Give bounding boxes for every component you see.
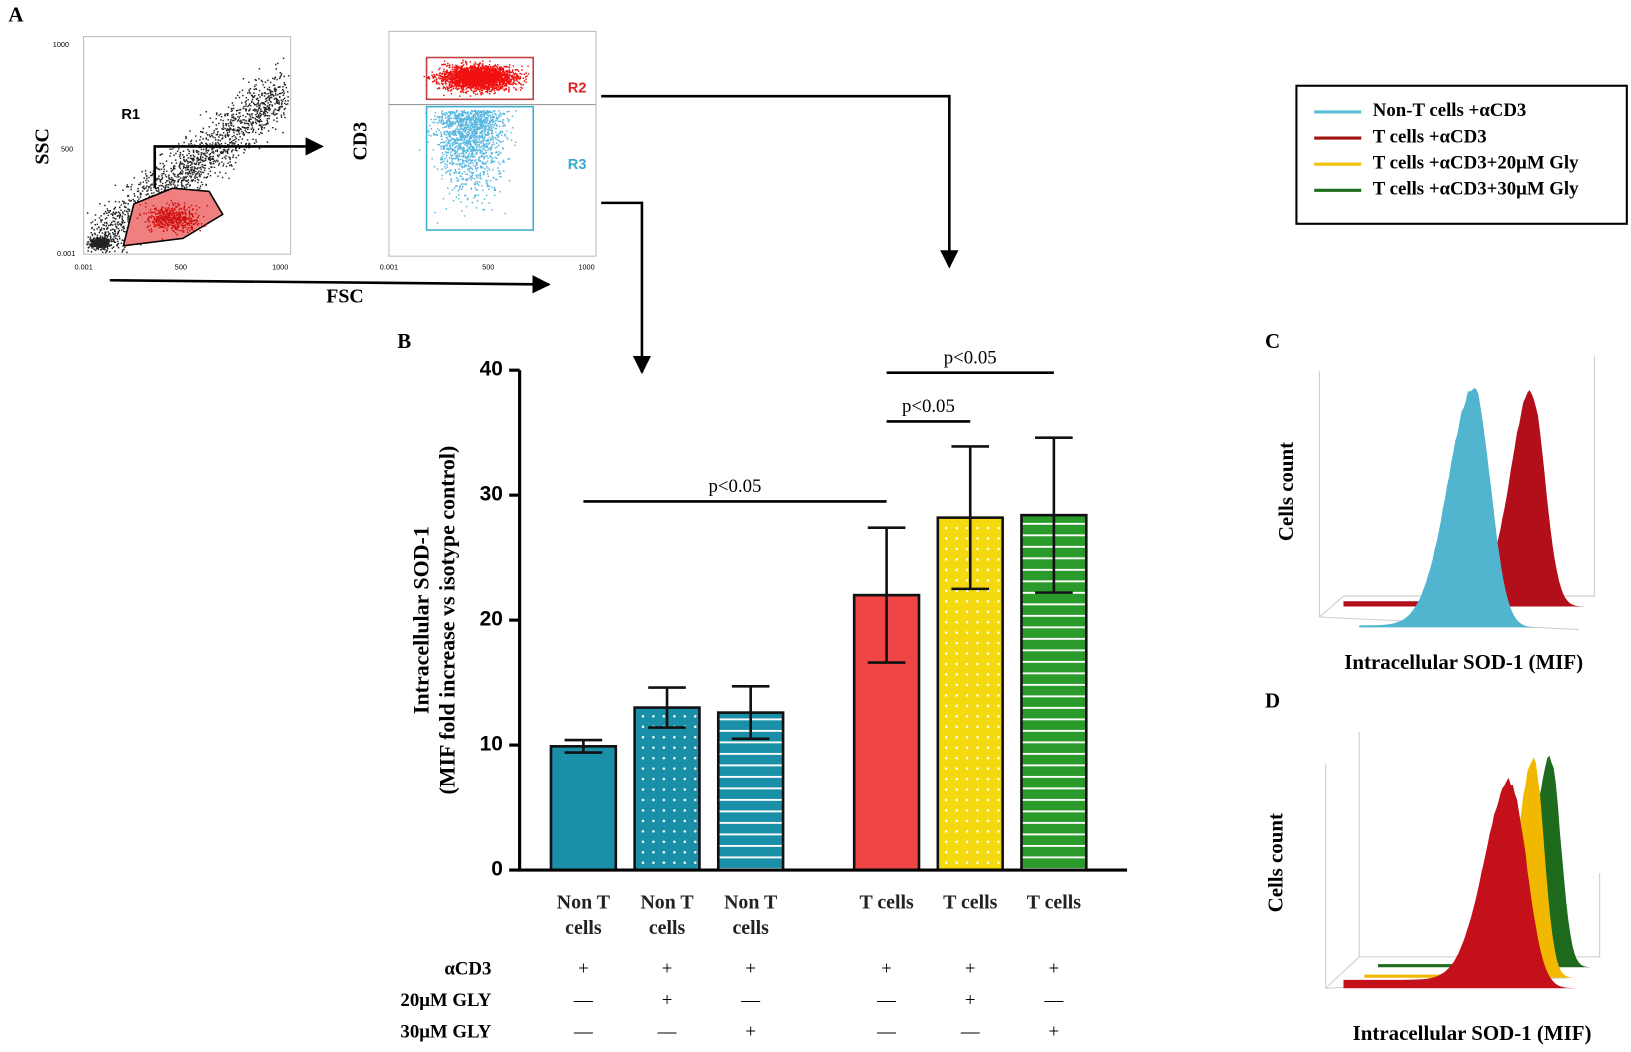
flow-panels: [83, 30, 597, 257]
row-label: 20μM GLY: [400, 990, 491, 1011]
gate-label: R2: [568, 81, 587, 97]
panel-label: D: [1265, 689, 1280, 713]
axis-label: Cells count: [1263, 813, 1287, 912]
row-label: αCD3: [444, 959, 491, 980]
scatter-frame: [388, 30, 597, 257]
tick-label: 0.001: [75, 263, 93, 272]
y-tick-label: 0: [491, 858, 503, 881]
row-mark: +: [745, 959, 756, 980]
bar: [633, 706, 701, 872]
axis-label: Intracellular SOD-1 (MIF): [1344, 650, 1583, 674]
gate: [425, 56, 534, 101]
arrow: [109, 275, 551, 294]
tick-label: 1000: [53, 40, 69, 49]
gate-label: R1: [121, 107, 140, 123]
histograms: [1318, 355, 1601, 989]
scatter-dots: [136, 199, 208, 240]
legend-box: [1295, 84, 1628, 225]
error-bar: [731, 685, 770, 741]
row-mark: —: [960, 1021, 980, 1042]
arrow: [153, 137, 324, 189]
x-tick-label-box: Non T cells: [640, 892, 694, 940]
legend-label: T cells +αCD3+30μM Gly: [1373, 179, 1579, 200]
axis-label: SSC: [31, 128, 53, 164]
legend-label: T cells +αCD3: [1373, 126, 1487, 147]
y-tick-label: 40: [480, 358, 503, 381]
row-mark: +: [662, 990, 673, 1011]
x-tick-label: Non T cells: [724, 892, 778, 940]
legend: Non-T cells +αCD3 T cells +αCD3 T cells +α…: [1314, 100, 1579, 200]
legend-label: Non-T cells +αCD3: [1373, 100, 1527, 121]
tick-label: 0.001: [380, 263, 398, 272]
arrows: [109, 94, 959, 375]
error-bar: [648, 686, 686, 729]
row-mark: +: [881, 959, 892, 980]
row-mark: +: [965, 990, 976, 1011]
row-label: 30μM GLY: [400, 1021, 491, 1042]
y-tick-label: 30: [480, 483, 503, 506]
scatter-dots: [418, 109, 518, 224]
tick-label: 1000: [578, 263, 594, 272]
axis-label: CD3: [349, 122, 371, 161]
significance-label: p<0.05: [944, 347, 997, 368]
bar: [549, 745, 618, 872]
x-tick-label-box: T cells: [1026, 892, 1082, 914]
panel-label: B: [397, 329, 411, 353]
axes: [518, 370, 1128, 872]
error-bar: [564, 738, 603, 754]
histogram: [1343, 389, 1589, 607]
y-axis-title: Intracellular SOD-1: [408, 526, 433, 714]
x-tick-label: Non T cells: [556, 892, 610, 940]
scatter-dots: [423, 59, 530, 97]
histogram: [1343, 777, 1580, 989]
row-mark: +: [745, 1021, 756, 1042]
y-tick-label: 10: [480, 733, 503, 756]
tick-label: 500: [61, 144, 73, 153]
x-tick-label-box: Non T cells: [556, 892, 610, 940]
row-mark: +: [965, 959, 976, 980]
legend-label: T cells +αCD3+20μM Gly: [1373, 152, 1579, 173]
x-tick-label-box: Non T cells: [724, 892, 778, 940]
row-mark: —: [573, 1021, 593, 1042]
x-tick-label: T cells: [1026, 892, 1082, 914]
row-mark: +: [578, 959, 589, 980]
y-axis-title: (MIF fold increase vs isotype control): [435, 446, 460, 795]
row-mark: —: [876, 990, 896, 1011]
row-mark: —: [740, 990, 760, 1011]
tick-label: 500: [175, 263, 187, 272]
row-mark: +: [1049, 1021, 1060, 1042]
error-bar: [1035, 436, 1073, 594]
x-tick-label: Non T cells: [640, 892, 694, 940]
significance-label: p<0.05: [709, 476, 762, 497]
panel-label: A: [8, 3, 23, 27]
row-mark: —: [573, 990, 593, 1011]
arrow: [601, 94, 959, 269]
bar-chart: 0 10 20 30 40 Non T cells Non T cells Non T cel…: [400, 347, 1128, 1042]
tick-label: 1000: [272, 263, 288, 272]
significance-label: p<0.05: [902, 396, 955, 417]
gate-label: R3: [568, 157, 587, 173]
axis-label: Cells count: [1274, 442, 1298, 541]
x-tick-label-box: T cells: [859, 892, 914, 914]
row-mark: —: [1043, 990, 1063, 1011]
gate: [425, 105, 534, 231]
row-mark: —: [657, 1021, 677, 1042]
histogram: [1359, 387, 1544, 628]
axis-label: Intracellular SOD-1 (MIF): [1353, 1021, 1592, 1045]
y-tick-label: 20: [480, 608, 503, 631]
row-mark: +: [1049, 959, 1060, 980]
x-tick-label: T cells: [943, 892, 998, 914]
tick-label: 500: [482, 263, 494, 272]
row-mark: —: [876, 1021, 896, 1042]
row-mark: +: [662, 959, 673, 980]
error-bar: [867, 526, 906, 664]
axis-label: FSC: [326, 286, 364, 308]
x-tick-label-box: T cells: [943, 892, 998, 914]
error-bar: [951, 445, 990, 591]
arrow: [601, 201, 652, 375]
tick-label: 0.001: [57, 249, 75, 258]
x-tick-label: T cells: [859, 892, 914, 914]
panel-label: C: [1265, 329, 1280, 353]
